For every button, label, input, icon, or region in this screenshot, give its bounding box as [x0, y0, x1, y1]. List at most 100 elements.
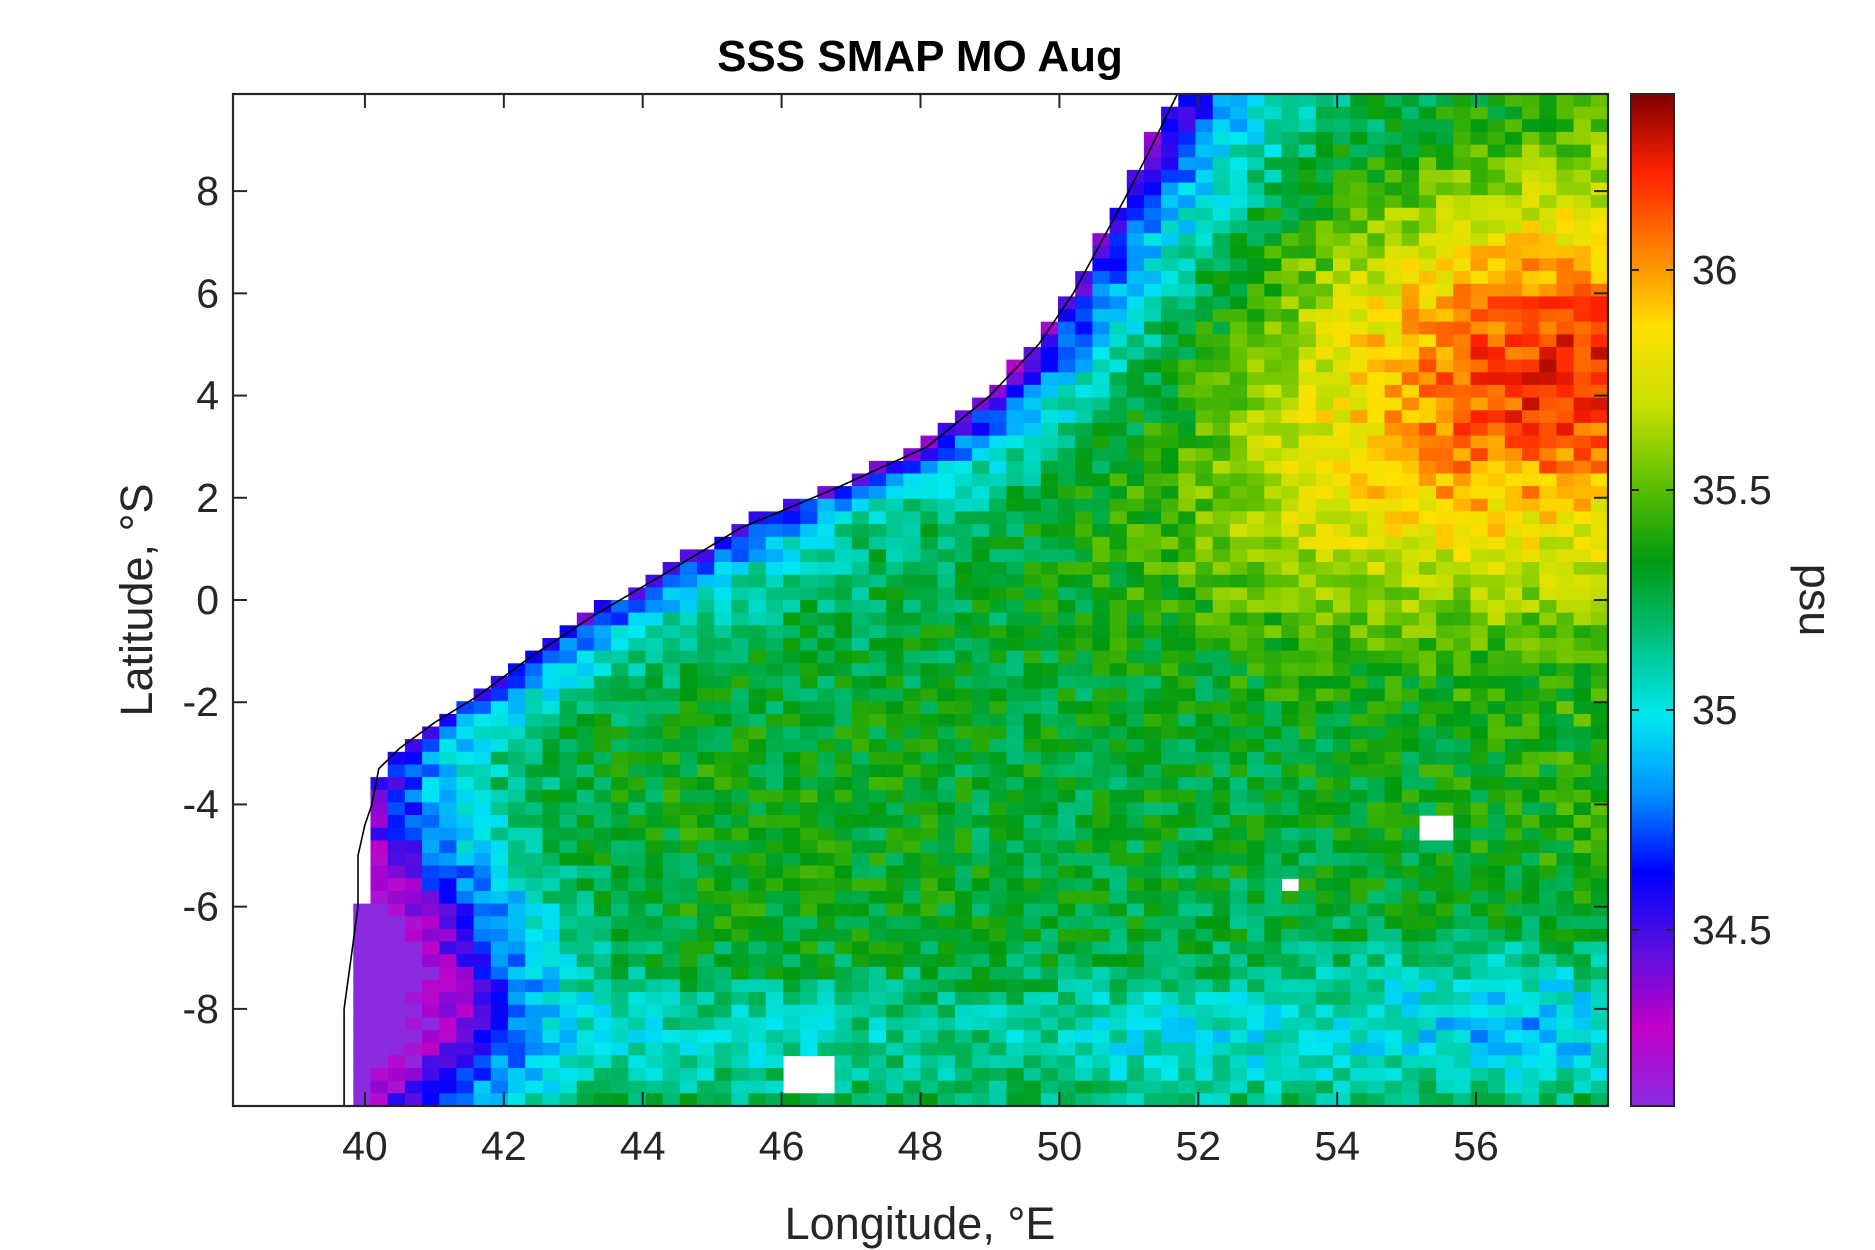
salinity-cell: [473, 827, 492, 841]
salinity-cell: [662, 739, 681, 753]
salinity-cell: [1401, 536, 1420, 551]
salinity-cell: [765, 891, 784, 905]
salinity-cell: [972, 524, 990, 538]
salinity-cell: [1006, 675, 1025, 690]
salinity-cell: [542, 675, 561, 690]
salinity-cell: [851, 789, 870, 804]
salinity-cell: [1556, 878, 1575, 892]
salinity-cell: [1350, 359, 1368, 373]
salinity-cell: [1401, 334, 1420, 348]
salinity-cell: [1281, 966, 1300, 981]
salinity-cell: [490, 979, 509, 993]
salinity-cell: [1264, 1042, 1283, 1057]
salinity-cell: [1178, 473, 1197, 487]
salinity-cell: [387, 1093, 406, 1106]
salinity-cell: [1333, 1004, 1351, 1019]
salinity-cell: [1075, 448, 1093, 462]
salinity-cell: [456, 903, 475, 917]
salinity-cell: [1333, 840, 1351, 854]
salinity-cell: [1436, 663, 1454, 677]
salinity-cell: [1436, 169, 1454, 184]
salinity-cell: [593, 853, 612, 867]
salinity-cell: [1401, 966, 1420, 981]
salinity-cell: [1229, 384, 1248, 399]
salinity-cell: [1504, 587, 1523, 601]
salinity-cell: [1178, 802, 1197, 816]
salinity-cell: [1247, 334, 1265, 348]
salinity-cell: [903, 802, 922, 816]
salinity-cell: [817, 941, 836, 955]
salinity-cell: [1436, 625, 1454, 639]
salinity-cell: [783, 663, 801, 677]
salinity-cell: [662, 650, 681, 664]
salinity-cell: [1298, 891, 1317, 905]
salinity-cell: [1504, 1042, 1523, 1057]
salinity-cell: [748, 1030, 767, 1044]
salinity-cell: [920, 853, 939, 867]
salinity-cell: [1539, 233, 1558, 247]
salinity-cell: [611, 713, 629, 728]
salinity-cell: [1470, 941, 1489, 955]
salinity-cell: [1590, 992, 1608, 1006]
salinity-cell: [1247, 777, 1265, 791]
salinity-cell: [456, 979, 475, 993]
salinity-cell: [1247, 245, 1265, 260]
salinity-cell: [542, 865, 561, 879]
salinity-cell: [1023, 1004, 1042, 1019]
salinity-cell: [1384, 296, 1403, 310]
salinity-cell: [1333, 966, 1351, 981]
salinity-cell: [1264, 233, 1283, 247]
salinity-cell: [1436, 562, 1454, 576]
salinity-cell: [1522, 1055, 1540, 1069]
salinity-cell: [542, 688, 561, 702]
salinity-cell: [1504, 1030, 1523, 1044]
salinity-cell: [1040, 448, 1059, 462]
salinity-cell: [1333, 258, 1351, 272]
salinity-cell: [989, 789, 1008, 804]
salinity-cell: [1075, 675, 1093, 690]
salinity-cell: [559, 878, 578, 892]
salinity-cell: [697, 751, 715, 766]
salinity-cell: [868, 928, 887, 943]
salinity-cell: [1573, 726, 1592, 740]
salinity-cell: [714, 979, 733, 993]
salinity-cell: [937, 701, 956, 715]
salinity-cell: [1247, 979, 1265, 993]
salinity-cell: [576, 739, 595, 753]
salinity-cell: [1126, 397, 1145, 411]
salinity-cell: [1487, 536, 1506, 551]
salinity-cell: [1470, 1004, 1489, 1019]
salinity-cell: [1281, 916, 1300, 930]
salinity-cell: [1075, 878, 1093, 892]
salinity-cell: [1504, 347, 1523, 361]
salinity-cell: [834, 536, 853, 551]
salinity-cell: [473, 1004, 492, 1019]
salinity-cell: [1109, 701, 1128, 715]
salinity-cell: [1298, 878, 1317, 892]
salinity-cell: [1075, 638, 1093, 652]
salinity-cell: [1023, 600, 1042, 614]
salinity-cell: [1023, 587, 1042, 601]
salinity-cell: [937, 840, 956, 854]
salinity-cell: [1178, 713, 1197, 728]
salinity-cell: [1298, 941, 1317, 955]
salinity-cell: [1556, 334, 1575, 348]
colorbar-tick-label: 34.5: [1692, 907, 1772, 953]
salinity-cell: [576, 878, 595, 892]
salinity-cell: [1315, 283, 1334, 298]
salinity-cell: [748, 751, 767, 766]
salinity-cell: [765, 878, 784, 892]
salinity-cell: [1161, 422, 1179, 437]
salinity-cell: [1195, 650, 1214, 664]
salinity-cell: [1161, 562, 1179, 576]
salinity-cell: [542, 1068, 561, 1082]
salinity-cell: [1315, 992, 1334, 1006]
salinity-cell: [834, 1055, 853, 1069]
salinity-cell: [1384, 992, 1403, 1006]
salinity-cell: [1436, 650, 1454, 664]
salinity-cell: [1161, 600, 1179, 614]
salinity-cell: [1315, 460, 1334, 475]
salinity-cell: [765, 1055, 784, 1069]
salinity-cell: [1075, 587, 1093, 601]
salinity-cell: [1350, 372, 1368, 386]
